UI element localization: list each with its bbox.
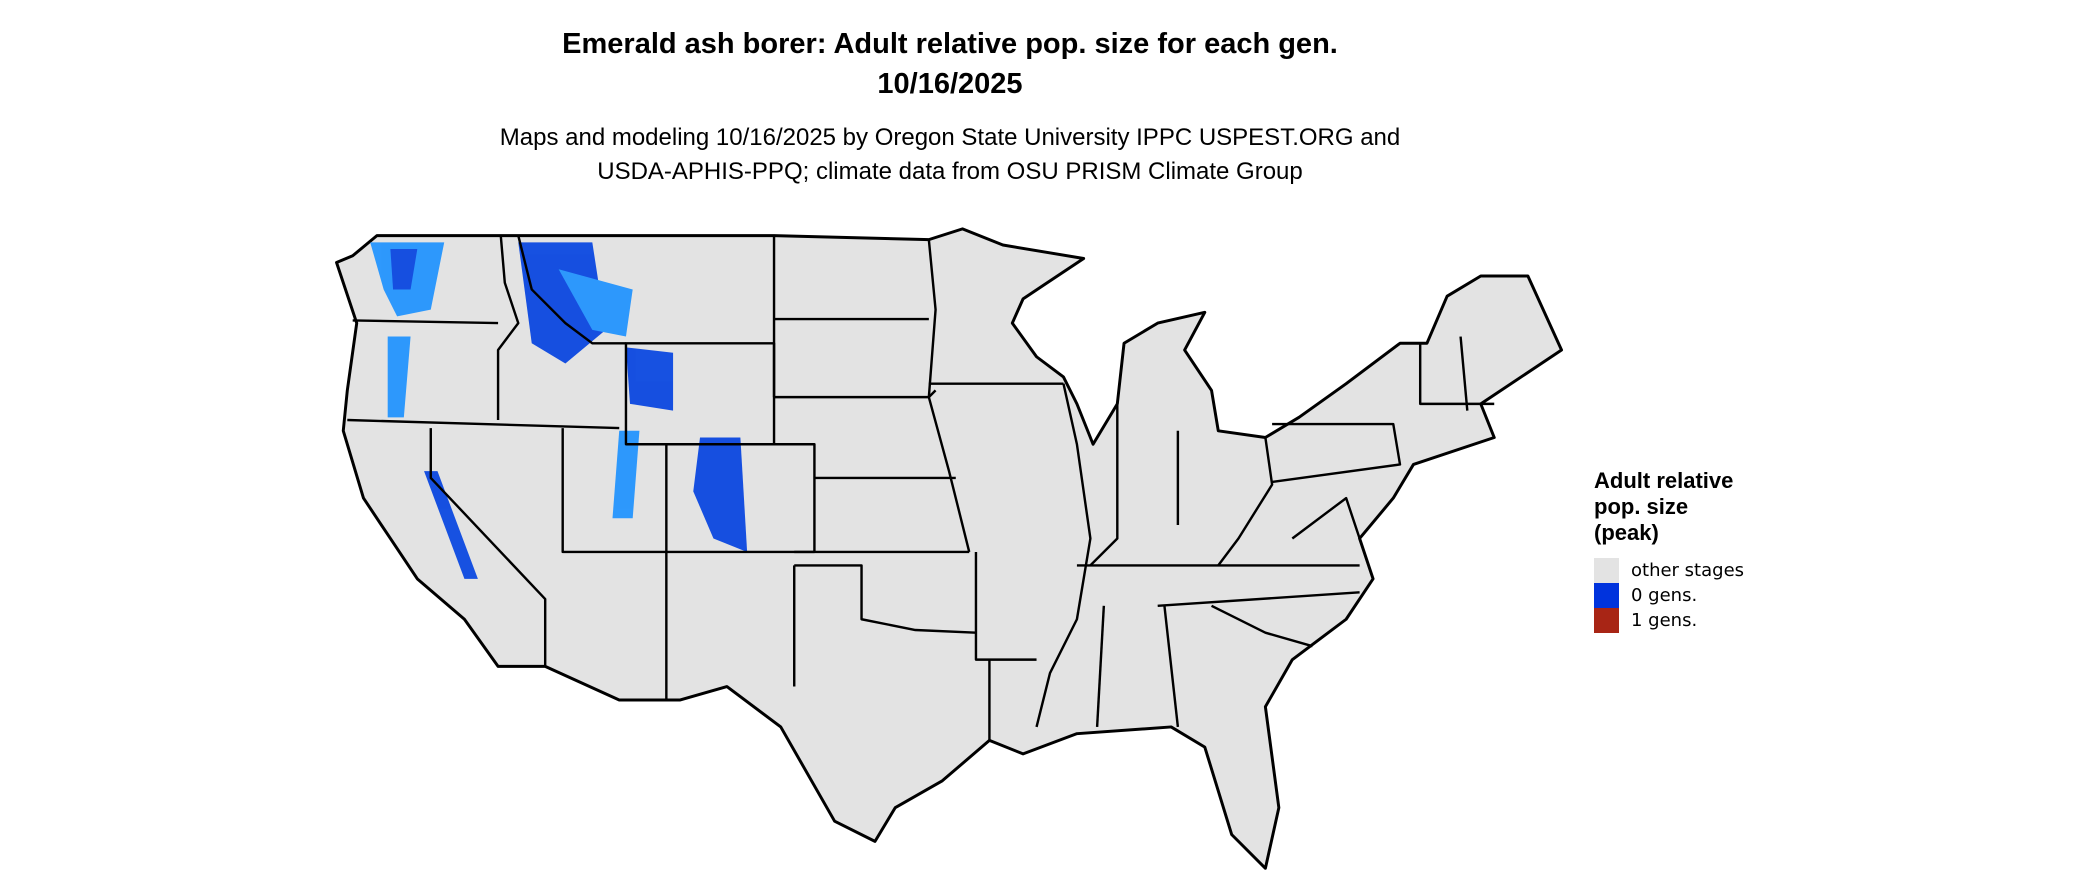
map-subtitle-line2: USDA-APHIS-PPQ; climate data from OSU PR… [597, 158, 1303, 185]
legend-item-0-gens: 0 gens. [1594, 583, 1744, 608]
us-outline [335, 227, 1564, 870]
legend-label: 1 gens. [1631, 610, 1698, 631]
legend-swatch-0-gens [1594, 583, 1619, 608]
pest-area-colorado [693, 437, 748, 552]
legend-swatch-1-gens [1594, 608, 1619, 633]
legend: Adult relative pop. size (peak) other st… [1594, 468, 1744, 633]
map-title: Emerald ash borer: Adult relative pop. s… [562, 28, 1338, 60]
pest-area-montana [558, 269, 633, 337]
pest-area-washington-core [390, 249, 418, 290]
legend-title-line2: pop. size [1594, 494, 1689, 519]
legend-label: 0 gens. [1631, 585, 1698, 606]
legend-item-other-stages: other stages [1594, 558, 1744, 583]
state-borders [347, 235, 1495, 741]
map-subtitle-line1: Maps and modeling 10/16/2025 by Oregon S… [499, 124, 1401, 151]
pest-area-wyoming [625, 347, 674, 411]
legend-title-line1: Adult relative [1594, 468, 1734, 493]
legend-swatch-other-stages [1594, 558, 1619, 583]
pest-area-sierra [424, 471, 478, 579]
map-title-date: 10/16/2025 [877, 68, 1023, 100]
pest-area-oregon [387, 336, 411, 418]
pest-presence-areas [370, 242, 748, 579]
pest-area-idaho [518, 242, 606, 364]
legend-title-line3: (peak) [1594, 520, 1659, 545]
legend-item-1-gens: 1 gens. [1594, 608, 1744, 633]
pest-area-utah [612, 430, 640, 519]
legend-label: other stages [1631, 560, 1745, 581]
